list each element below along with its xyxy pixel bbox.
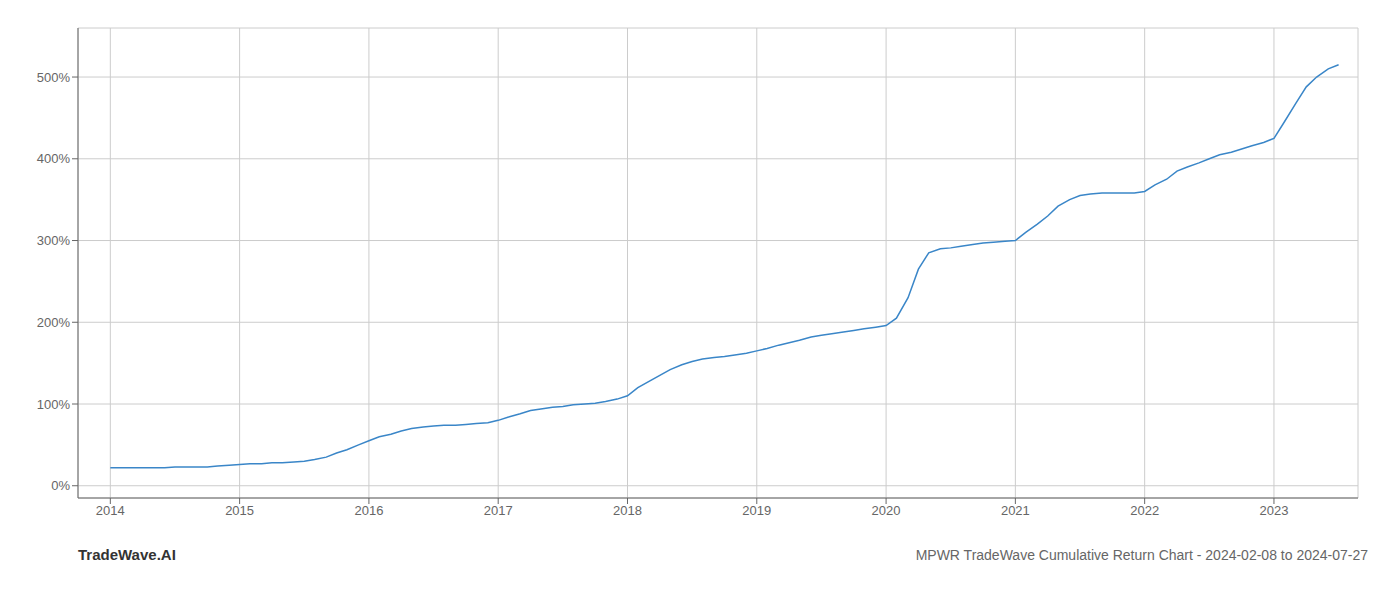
- svg-text:400%: 400%: [37, 151, 71, 166]
- svg-text:2023: 2023: [1259, 503, 1288, 518]
- svg-text:0%: 0%: [51, 478, 70, 493]
- svg-text:2015: 2015: [225, 503, 254, 518]
- svg-text:2020: 2020: [872, 503, 901, 518]
- svg-text:2017: 2017: [484, 503, 513, 518]
- svg-text:2014: 2014: [96, 503, 125, 518]
- svg-text:300%: 300%: [37, 233, 71, 248]
- svg-text:2022: 2022: [1130, 503, 1159, 518]
- svg-text:2019: 2019: [742, 503, 771, 518]
- svg-text:2016: 2016: [354, 503, 383, 518]
- svg-text:100%: 100%: [37, 397, 71, 412]
- svg-text:2021: 2021: [1001, 503, 1030, 518]
- html-text:MPWR TradeWave Cumulative Retu: MPWR TradeWave Cumulative Return Chart -…: [915, 547, 1368, 563]
- html-text:TradeWave.AI: TradeWave.AI: [78, 546, 176, 563]
- svg-text:2018: 2018: [613, 503, 642, 518]
- svg-text:500%: 500%: [37, 70, 71, 85]
- svg-text:200%: 200%: [37, 315, 71, 330]
